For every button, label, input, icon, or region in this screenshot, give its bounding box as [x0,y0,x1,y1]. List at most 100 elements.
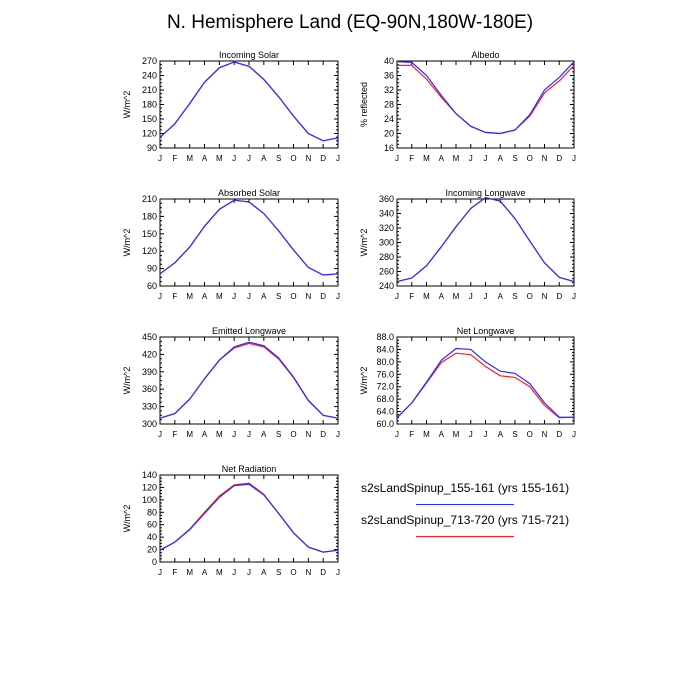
panel-6-xtick-label: N [542,430,548,439]
panel-4-ytick-label: 360 [379,194,394,204]
panel-7-ytick-label: 80 [147,507,157,517]
panel-3-xtick-label: M [216,292,223,301]
panel-1-ytick-label: 90 [147,143,157,153]
panel-1-ytick-label: 120 [142,129,157,139]
panel-4-xtick-label: O [527,292,533,301]
panel-3-xtick-label: J [336,292,340,301]
panel-3-xtick-label: F [172,292,177,301]
panel-7-ytick-label: 20 [147,545,157,555]
panel-5-xtick-label: J [232,430,236,439]
panel-6-xtick-label: A [498,430,504,439]
panel-4-xtick-label: F [409,292,414,301]
legend-line-series-b [416,536,514,537]
panel-5-xtick-label: J [336,430,340,439]
panel-7-frame [159,474,339,563]
panel-5-xtick-label: J [247,430,251,439]
panel-6-ytick-label: 88.0 [376,332,394,342]
panel-3-frame [159,198,339,287]
panel-5-xtick-label: O [290,430,296,439]
panel-5-title: Emitted Longwave [212,326,286,336]
panel-2-title: Albedo [471,50,499,60]
panel-3-series-a-line [159,199,339,276]
panel-5-series-b-line [159,342,339,419]
panel-7-xtick-label: F [172,568,177,577]
panel-2-series-b-line [397,64,575,135]
panel-5-xtick-label: M [216,430,223,439]
panel-1-ytick-label: 270 [142,56,157,66]
panel-2-xtick-label: F [409,154,414,163]
panel-2-xtick-label: J [395,154,399,163]
panel-3-ytick-label: 90 [147,264,157,274]
panel-1-xtick-label: N [305,154,311,163]
panel-7-xtick-label: D [320,568,326,577]
panel-6-ytick-label: 72.0 [376,382,394,392]
panel-7-ytick-label: 140 [142,470,157,480]
panel-4-xtick-label: D [556,292,562,301]
panel-4-xtick-label: N [542,292,548,301]
page-title: N. Hemisphere Land (EQ-90N,180W-180E) [166,12,534,33]
panel-1-xtick-label: J [247,154,251,163]
panel-1-xtick-label: O [290,154,296,163]
panel-6-xtick-label: J [572,430,576,439]
panel-4-series-a-line [396,196,575,283]
panel-2-xtick-label: N [542,154,548,163]
panel-1-xtick-label: M [186,154,193,163]
panel-6-xtick-label: M [453,430,460,439]
panel-5-xtick-label: A [202,430,208,439]
panel-2-xtick-label: M [423,154,430,163]
panel-4-ytick-label: 320 [379,223,394,233]
panel-6-ytick-label: 80.0 [376,357,394,367]
panel-3-ytick-label: 60 [147,281,157,291]
panel-6-xtick-label: S [512,430,517,439]
panel-2-ytick-label: 24 [384,114,394,124]
panel-5-xtick-label: A [261,430,267,439]
panel-5-ytick-label: 360 [142,384,157,394]
panel-6-frame [396,336,575,425]
panel-3-xtick-label: J [158,292,162,301]
panel-2-ytick-label: 16 [384,143,394,153]
panel-2-xtick-label: J [572,154,576,163]
panel-1-series-a-line [159,61,339,142]
panel-4-xtick-label: M [423,292,430,301]
legend-line-series-a [416,504,514,505]
panel-1-ytick-label: 240 [142,71,157,81]
panel-3-series-b-line [159,199,339,276]
panel-6-xtick-label: O [527,430,533,439]
panel-7-ytick-label: 120 [142,482,157,492]
panel-3-xtick-label: N [305,292,311,301]
panel-2-ytick-label: 32 [384,85,394,95]
panel-2-xtick-label: J [469,154,473,163]
panel-4-xtick-label: A [439,292,445,301]
panel-5-xtick-label: D [320,430,326,439]
panel-6-ylabel: W/m^2 [359,367,369,395]
legend-label-series-b: s2sLandSpinup_713-720 (yrs 715-721) [361,513,570,527]
panel-7-ylabel: W/m^2 [122,505,132,533]
panel-6-ytick-label: 68.0 [376,394,394,404]
panel-2-frame [396,60,575,149]
panel-3-ytick-label: 210 [142,194,157,204]
panel-6-xtick-label: A [439,430,445,439]
panel-7-xtick-label: J [158,568,162,577]
panel-6-title: Net Longwave [457,326,515,336]
panel-4-xtick-label: S [512,292,517,301]
panel-3-xtick-label: J [247,292,251,301]
panel-5-frame [159,336,339,425]
panel-5-ytick-label: 450 [142,332,157,342]
panel-6-xtick-label: F [409,430,414,439]
panel-1-title: Incoming Solar [219,50,279,60]
panel-1-xtick-label: A [202,154,208,163]
panel-7-xtick-label: N [305,568,311,577]
panel-7-xtick-label: M [186,568,193,577]
panel-1-xtick-label: J [158,154,162,163]
panel-4-ytick-label: 280 [379,252,394,262]
panel-4-xtick-label: J [469,292,473,301]
panel-2-xtick-label: S [512,154,517,163]
panel-7-xtick-label: O [290,568,296,577]
panel-7-xtick-label: A [261,568,267,577]
panel-4-ytick-label: 260 [379,267,394,277]
panel-7-series-a-line [159,483,339,553]
panel-6-xtick-label: M [423,430,430,439]
panel-6-ytick-label: 76.0 [376,369,394,379]
panel-3-xtick-label: D [320,292,326,301]
